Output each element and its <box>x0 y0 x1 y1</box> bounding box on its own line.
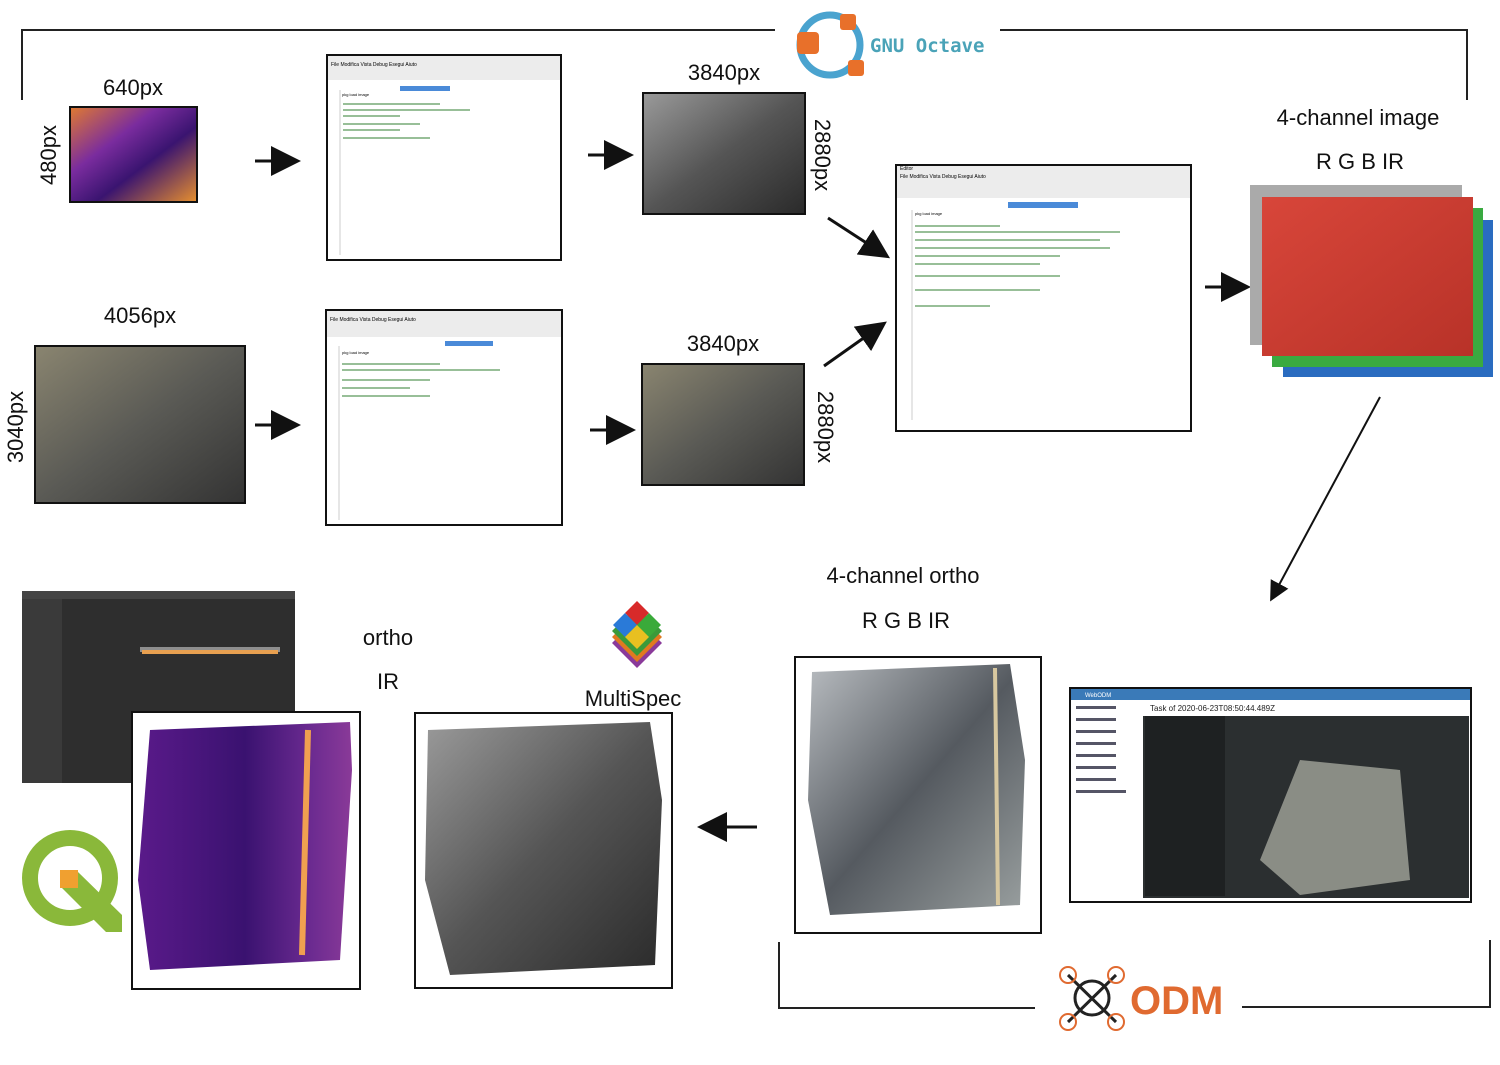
resized-rgb <box>641 363 805 486</box>
editor-menu: File Modifica Vista Debug Esegui Aiuto <box>330 317 416 323</box>
webodm-screenshot: WebODM Task of 2020-06-23T08:50:44.489Z <box>1069 687 1472 903</box>
octave-logo: GNU Octave <box>796 11 984 79</box>
editor-screenshot: File Modifica Vista Debug Esegui Aiuto p… <box>325 309 563 526</box>
odm-label: ODM <box>1130 979 1223 1023</box>
ortho-bands: R G B IR <box>862 608 950 633</box>
octave-bracket <box>21 29 1468 100</box>
ir-road <box>299 729 311 956</box>
arrow <box>823 321 887 368</box>
multispec-logo <box>612 601 662 668</box>
ortho-title: 4-channel ortho <box>827 563 980 588</box>
editor-code: pkg load image <box>342 92 370 97</box>
ir-band: IR <box>377 669 399 694</box>
editor-screenshot: Editor File Modifica Vista Debug Esegui … <box>895 164 1192 432</box>
rgb-image <box>34 345 246 504</box>
editor-title: Editor <box>900 166 913 172</box>
input-height: 3040px <box>3 391 28 463</box>
thermal-image <box>69 106 198 203</box>
multispec-label: MultiSpec <box>585 686 682 711</box>
ir-title: ortho <box>363 625 413 650</box>
qgis-logo <box>22 830 122 932</box>
output-height: 2880px <box>810 119 835 191</box>
odm-logo: ODM <box>1059 966 1223 1031</box>
webodm-task: Task of 2020-06-23T08:50:44.489Z <box>1150 704 1275 713</box>
octave-label: GNU Octave <box>870 35 984 57</box>
input-width: 640px <box>103 75 163 100</box>
editor-code: pkg load image <box>342 350 370 355</box>
editor-screenshot: File Modifica Vista Debug Esegui Aiuto p… <box>326 54 562 261</box>
editor-menu: File Modifica Vista Debug Esegui Aiuto <box>331 62 417 68</box>
image-bands: R G B IR <box>1316 149 1404 174</box>
output-height: 2880px <box>813 391 838 463</box>
arrow <box>1270 396 1381 602</box>
input-width: 4056px <box>104 303 176 328</box>
editor-code: pkg load image <box>915 211 943 216</box>
output-width: 3840px <box>687 331 759 356</box>
band-stack <box>1250 185 1493 377</box>
ortho-image <box>808 664 1025 915</box>
input-height: 480px <box>36 125 61 185</box>
resized-thermal <box>642 92 806 215</box>
image-title: 4-channel image <box>1277 105 1440 130</box>
gray-ortho <box>425 722 662 975</box>
arrow <box>827 216 891 259</box>
ortho-road <box>993 667 1000 906</box>
odm-bracket <box>778 940 1491 1009</box>
ir-ortho <box>138 722 352 970</box>
output-width: 3840px <box>688 60 760 85</box>
editor-menu: File Modifica Vista Debug Esegui Aiuto <box>900 174 986 180</box>
webodm-app: WebODM <box>1085 693 1111 699</box>
